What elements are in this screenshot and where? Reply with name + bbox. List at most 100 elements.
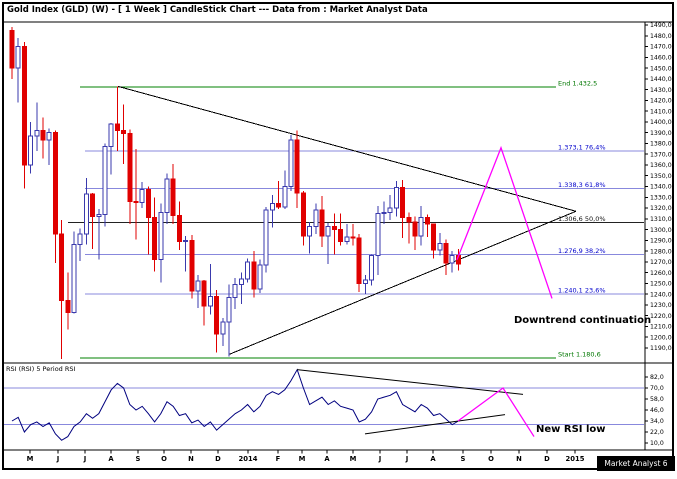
candle bbox=[245, 258, 251, 283]
svg-text:1490,0: 1490,0 bbox=[650, 22, 672, 29]
rsi-projection-line bbox=[457, 387, 535, 437]
candle bbox=[418, 205, 424, 246]
rsi-trendline bbox=[296, 369, 524, 395]
candle bbox=[424, 214, 430, 238]
svg-text:1240,0: 1240,0 bbox=[650, 291, 672, 298]
candle bbox=[325, 223, 331, 265]
svg-text:1310,0: 1310,0 bbox=[650, 216, 672, 223]
svg-text:1450,0: 1450,0 bbox=[650, 65, 672, 72]
candle bbox=[220, 317, 226, 346]
svg-text:1270,0: 1270,0 bbox=[650, 259, 672, 266]
svg-text:22,0: 22,0 bbox=[650, 429, 664, 436]
svg-text:M: M bbox=[350, 455, 357, 463]
candle bbox=[34, 102, 40, 151]
svg-text:1350,0: 1350,0 bbox=[650, 173, 672, 180]
candle bbox=[114, 86, 120, 151]
candle bbox=[437, 232, 443, 256]
svg-text:O: O bbox=[161, 455, 167, 463]
fib-levels-layer: End 1.432,5 1.373,1 76,4% 1.338,3 61,8% 1.3… bbox=[68, 79, 644, 359]
market-analyst-badge: Market Analyst 6 bbox=[597, 456, 675, 471]
candle bbox=[369, 254, 375, 286]
svg-text:1250,0: 1250,0 bbox=[650, 281, 672, 288]
frame-lines bbox=[3, 21, 674, 451]
candle bbox=[282, 170, 288, 210]
svg-text:1410,0: 1410,0 bbox=[650, 108, 672, 115]
svg-text:1340,0: 1340,0 bbox=[650, 184, 672, 191]
candle bbox=[52, 130, 58, 263]
svg-text:1470,0: 1470,0 bbox=[650, 44, 672, 51]
svg-text:70,0: 70,0 bbox=[650, 385, 664, 392]
candle bbox=[362, 274, 368, 295]
svg-text:F: F bbox=[276, 455, 281, 463]
svg-text:1220,0: 1220,0 bbox=[650, 313, 672, 320]
candle bbox=[108, 122, 114, 175]
trendlines-layer bbox=[117, 85, 577, 355]
candle bbox=[96, 209, 102, 260]
candle bbox=[331, 213, 337, 255]
level-label: 1.306,6 50,0% bbox=[558, 215, 606, 223]
svg-text:M: M bbox=[27, 455, 34, 463]
level-label: 1.373,1 76,4% bbox=[558, 143, 606, 151]
rsi-line bbox=[11, 368, 459, 441]
candle bbox=[21, 42, 27, 189]
svg-text:10,0: 10,0 bbox=[650, 440, 664, 447]
candles-layer bbox=[9, 27, 461, 359]
candle bbox=[164, 173, 170, 225]
svg-text:1370,0: 1370,0 bbox=[650, 151, 672, 158]
svg-text:1320,0: 1320,0 bbox=[650, 205, 672, 212]
candle bbox=[269, 195, 275, 228]
candle bbox=[214, 289, 220, 353]
svg-text:O: O bbox=[488, 455, 494, 463]
candle bbox=[90, 192, 96, 249]
svg-text:1210,0: 1210,0 bbox=[650, 324, 672, 331]
candle bbox=[449, 251, 455, 273]
candle bbox=[46, 128, 52, 165]
svg-text:2015: 2015 bbox=[566, 455, 585, 463]
candle bbox=[393, 181, 399, 217]
candle bbox=[344, 224, 350, 245]
svg-text:58,0: 58,0 bbox=[650, 396, 664, 403]
svg-text:A: A bbox=[108, 455, 114, 463]
candle bbox=[400, 180, 406, 239]
level-label: 1.240,1 23,6% bbox=[558, 287, 606, 295]
candle bbox=[251, 251, 257, 298]
svg-text:D: D bbox=[215, 455, 221, 463]
candle bbox=[139, 182, 145, 209]
svg-text:1280,0: 1280,0 bbox=[650, 248, 672, 255]
svg-text:2014: 2014 bbox=[239, 455, 258, 463]
svg-text:N: N bbox=[188, 455, 194, 463]
candle bbox=[102, 143, 108, 227]
candle bbox=[15, 37, 21, 103]
level-label: End 1.432,5 bbox=[558, 79, 597, 87]
candle bbox=[313, 203, 319, 234]
candle bbox=[356, 233, 362, 293]
candle bbox=[176, 201, 182, 251]
candle bbox=[319, 196, 325, 247]
candle bbox=[133, 148, 139, 240]
svg-text:1360,0: 1360,0 bbox=[650, 162, 672, 169]
svg-text:1230,0: 1230,0 bbox=[650, 302, 672, 309]
candle bbox=[257, 259, 263, 294]
candle bbox=[83, 177, 89, 245]
svg-text:J: J bbox=[405, 455, 409, 463]
svg-text:1300,0: 1300,0 bbox=[650, 227, 672, 234]
candle bbox=[127, 129, 133, 225]
svg-text:A: A bbox=[324, 455, 330, 463]
candle bbox=[238, 272, 244, 304]
svg-text:1290,0: 1290,0 bbox=[650, 238, 672, 245]
svg-text:M: M bbox=[299, 455, 306, 463]
candle bbox=[189, 234, 195, 299]
candle bbox=[65, 272, 71, 330]
candle bbox=[59, 219, 65, 359]
candle bbox=[406, 212, 412, 244]
svg-text:1190,0: 1190,0 bbox=[650, 345, 672, 352]
candle bbox=[375, 205, 381, 275]
candle bbox=[77, 228, 83, 261]
candle bbox=[381, 201, 387, 225]
candle bbox=[195, 274, 201, 309]
svg-text:1480,0: 1480,0 bbox=[650, 33, 672, 40]
candle bbox=[201, 280, 207, 326]
candle bbox=[145, 186, 151, 255]
